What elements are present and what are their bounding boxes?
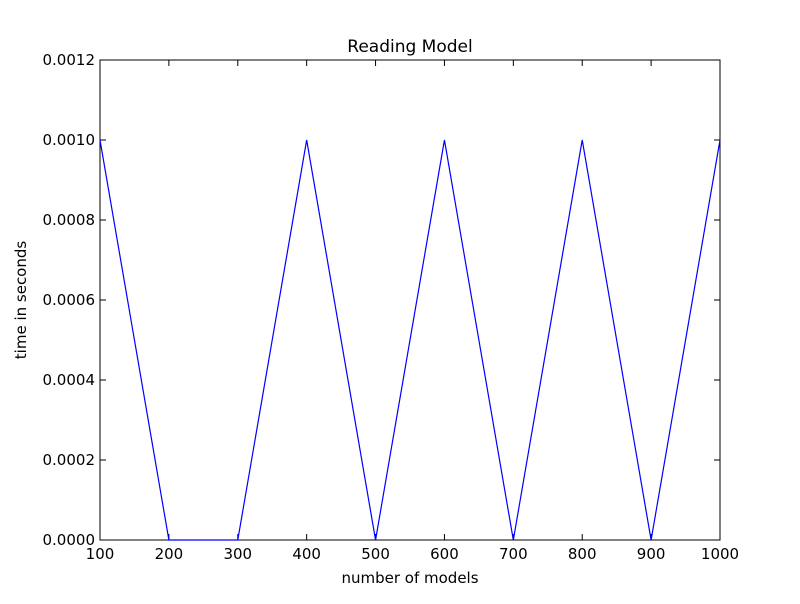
series-group <box>99 139 721 541</box>
y-tick-label: 0.0008 <box>43 211 96 229</box>
x-axis-label: number of models <box>341 569 478 587</box>
x-tick-label: 600 <box>430 545 459 563</box>
y-tick-label: 0.0002 <box>43 451 96 469</box>
tick-labels: 100 200 300 400 500 600 700 800 900 1000 0.0000 0.0… <box>43 51 740 563</box>
plot-area <box>99 59 721 541</box>
axis-ticks <box>99 59 721 541</box>
y-tick-label: 0.0006 <box>43 291 96 309</box>
y-tick-label: 0.0004 <box>43 371 96 389</box>
x-tick-label: 800 <box>568 545 597 563</box>
y-tick-label: 0.0000 <box>43 531 96 549</box>
chart-title: Reading Model <box>347 37 472 57</box>
x-tick-label: 900 <box>637 545 666 563</box>
plot-frame <box>99 59 721 541</box>
x-tick-label: 100 <box>86 545 115 563</box>
y-tick-label: 0.0010 <box>43 131 96 149</box>
x-tick-label: 300 <box>223 545 252 563</box>
x-tick-label: 700 <box>499 545 528 563</box>
x-tick-label: 500 <box>361 545 390 563</box>
y-axis-label: time in seconds <box>12 241 30 360</box>
x-tick-label: 200 <box>155 545 184 563</box>
x-tick-label: 400 <box>292 545 321 563</box>
series-line <box>99 139 721 541</box>
y-tick-label: 0.0012 <box>43 51 96 69</box>
x-tick-label: 1000 <box>701 545 739 563</box>
